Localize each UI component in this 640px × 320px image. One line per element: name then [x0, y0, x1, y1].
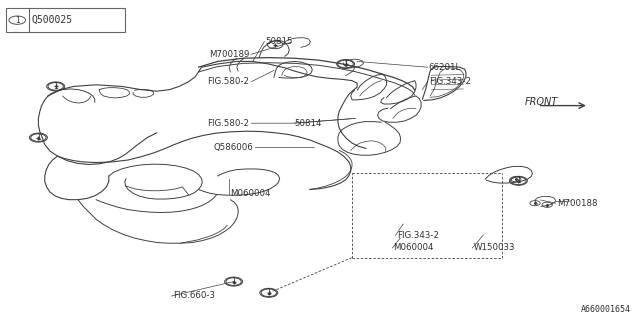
Text: FRONT: FRONT — [525, 97, 558, 108]
Text: 1: 1 — [343, 60, 348, 68]
Text: M060004: M060004 — [394, 244, 434, 252]
Text: 1: 1 — [266, 288, 271, 297]
Text: 50814: 50814 — [294, 119, 322, 128]
Text: W150033: W150033 — [474, 244, 515, 252]
Text: M700189: M700189 — [209, 50, 250, 59]
Text: 1: 1 — [36, 133, 41, 142]
Text: 50815: 50815 — [266, 37, 293, 46]
Text: M700188: M700188 — [557, 199, 597, 208]
Text: FIG.343-2: FIG.343-2 — [397, 231, 439, 240]
Text: FIG.343-2: FIG.343-2 — [429, 77, 471, 86]
Text: 1: 1 — [231, 277, 236, 286]
Text: 66201L: 66201L — [429, 63, 461, 72]
Text: FIG.580-2: FIG.580-2 — [207, 77, 250, 86]
Text: FIG.580-2: FIG.580-2 — [207, 119, 250, 128]
Text: A660001654: A660001654 — [580, 305, 630, 314]
Text: M060004: M060004 — [230, 189, 271, 198]
Text: Q586006: Q586006 — [213, 143, 253, 152]
Text: 1: 1 — [15, 16, 20, 25]
Text: 1: 1 — [53, 82, 58, 91]
Text: FIG.660-3: FIG.660-3 — [173, 292, 215, 300]
Text: 1: 1 — [516, 176, 521, 185]
Text: Q500025: Q500025 — [32, 15, 73, 25]
Bar — [6, 8, 125, 32]
